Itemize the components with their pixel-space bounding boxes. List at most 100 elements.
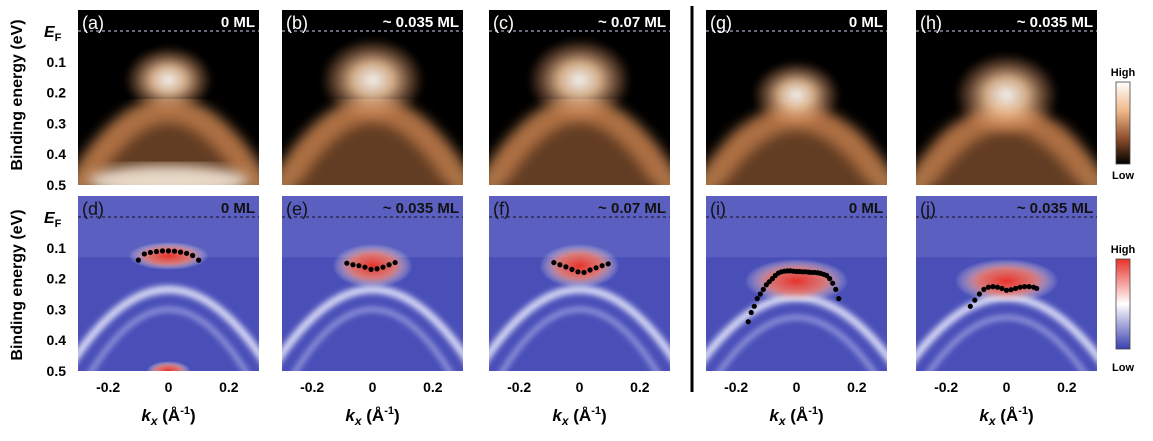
data-point bbox=[1022, 284, 1028, 290]
colorbar-bottom-gradient bbox=[1115, 258, 1131, 350]
data-point bbox=[184, 250, 190, 256]
x-axis-title: kx (Å-1) bbox=[552, 405, 606, 428]
y-tick-label: 0.3 bbox=[47, 301, 67, 317]
spectral-hotspot bbox=[744, 259, 849, 303]
data-point bbox=[165, 248, 172, 254]
data-point bbox=[196, 257, 202, 263]
x-axis-title: kx (Å-1) bbox=[345, 405, 399, 428]
data-point bbox=[754, 296, 760, 302]
data-point bbox=[344, 260, 350, 266]
x-tick-label: -0.2 bbox=[300, 379, 324, 395]
data-point bbox=[605, 261, 611, 267]
data-point bbox=[836, 296, 842, 302]
data-point bbox=[757, 291, 763, 297]
dispersion-points-e bbox=[344, 259, 398, 272]
panel-label: (j) bbox=[920, 199, 936, 219]
coverage-label: 0 ML bbox=[221, 14, 255, 31]
spectral-hotspot bbox=[124, 46, 213, 114]
y-tick-label: 0.1 bbox=[47, 54, 67, 70]
data-point bbox=[1008, 287, 1014, 293]
panel-j: (j) ~ 0.035 ML bbox=[916, 196, 1097, 371]
dispersion-points-d bbox=[135, 248, 202, 263]
data-point bbox=[981, 286, 987, 292]
panel-e: (e) ~ 0.035 ML bbox=[282, 196, 463, 371]
coverage-label: 0 ML bbox=[849, 14, 883, 31]
data-point bbox=[985, 284, 992, 290]
fermi-level-label: EF bbox=[44, 210, 62, 230]
data-point bbox=[563, 264, 569, 270]
colorbar-bottom-high-label: High bbox=[1111, 244, 1136, 256]
y-axis-title-top: Binding energy (eV) bbox=[9, 19, 26, 170]
data-point bbox=[976, 291, 982, 297]
dispersion-points-f bbox=[551, 259, 611, 276]
x-tick-label: 0.2 bbox=[1057, 379, 1077, 395]
panel-h: (h) ~ 0.035 ML bbox=[916, 10, 1097, 185]
data-point bbox=[745, 319, 751, 325]
panel-i: (i) 0 ML bbox=[706, 196, 887, 371]
band-dispersion bbox=[489, 285, 670, 371]
y-tick-label: 0.1 bbox=[47, 240, 67, 256]
panel-a: (a) 0 ML bbox=[78, 10, 259, 185]
data-point bbox=[575, 269, 581, 275]
data-point bbox=[587, 267, 593, 273]
x-tick-label: 0.2 bbox=[630, 379, 650, 395]
data-point bbox=[1003, 287, 1010, 293]
x-tick-label: -0.2 bbox=[934, 379, 958, 395]
x-tick-label: 0 bbox=[793, 379, 801, 395]
data-point bbox=[141, 251, 147, 257]
panel-label: (b) bbox=[286, 13, 308, 33]
data-point bbox=[1034, 285, 1040, 292]
data-point bbox=[551, 259, 557, 266]
data-point bbox=[190, 252, 196, 259]
x-tick-label: 0.2 bbox=[219, 379, 239, 395]
panel-label: (d) bbox=[82, 199, 104, 219]
data-point bbox=[994, 284, 1001, 290]
panel-label: (c) bbox=[493, 13, 514, 33]
data-point bbox=[827, 276, 833, 282]
spectral-hotspot bbox=[320, 38, 425, 122]
spectral-hotspot bbox=[128, 242, 209, 270]
data-point bbox=[833, 286, 839, 292]
data-point bbox=[830, 280, 836, 286]
data-point bbox=[751, 303, 757, 309]
data-point bbox=[967, 303, 973, 309]
data-point bbox=[972, 297, 978, 303]
panel-d: (d) 0 ML bbox=[78, 196, 259, 371]
data-point bbox=[999, 285, 1005, 292]
panel-label: (a) bbox=[82, 13, 104, 33]
panel-label: (g) bbox=[710, 13, 732, 33]
data-point bbox=[1017, 284, 1023, 290]
panel-g: (g) 0 ML bbox=[706, 10, 887, 185]
y-tick-label: 0.5 bbox=[47, 177, 67, 193]
x-tick-label: 0 bbox=[1003, 379, 1011, 395]
coverage-label: ~ 0.07 ML bbox=[598, 14, 666, 31]
data-point bbox=[569, 266, 575, 272]
coverage-label: ~ 0.035 ML bbox=[383, 200, 459, 217]
band-dispersion bbox=[282, 285, 463, 371]
y-tick-label: 0.4 bbox=[47, 332, 67, 348]
panel-b: (b) ~ 0.035 ML bbox=[282, 10, 463, 185]
coverage-label: ~ 0.035 ML bbox=[1017, 14, 1093, 31]
colorbar-top-low-label: Low bbox=[1112, 170, 1134, 182]
spectral-hotspot bbox=[332, 244, 413, 288]
panels-group: (a) 0 ML (b) ~ 0.035 ML (c) ~ 0.07 ML (g) 0 ML(… bbox=[78, 10, 1097, 371]
coverage-label: ~ 0.035 ML bbox=[383, 14, 459, 31]
dispersion-points-j bbox=[967, 284, 1040, 309]
data-point bbox=[177, 249, 184, 255]
coverage-label: 0 ML bbox=[849, 200, 883, 217]
y-tick-label: 0.4 bbox=[47, 146, 67, 162]
colorbar-bottom-low-label: Low bbox=[1112, 362, 1134, 374]
colorbar-top: High Low bbox=[1111, 67, 1136, 182]
data-point bbox=[593, 265, 599, 271]
data-point bbox=[362, 264, 368, 270]
data-point bbox=[581, 269, 587, 276]
y-tick-label: 0.2 bbox=[47, 271, 67, 287]
spectral-hotspot bbox=[954, 259, 1059, 303]
y-tick-label: 0.2 bbox=[47, 85, 67, 101]
band-dispersion bbox=[78, 285, 259, 371]
y-axis-title-bottom: Binding energy (eV) bbox=[9, 209, 26, 360]
y-tick-label: 0.5 bbox=[47, 363, 67, 379]
fermi-level-label: EF bbox=[44, 24, 62, 44]
spectral-hotspot bbox=[539, 244, 620, 288]
data-point bbox=[135, 257, 141, 263]
